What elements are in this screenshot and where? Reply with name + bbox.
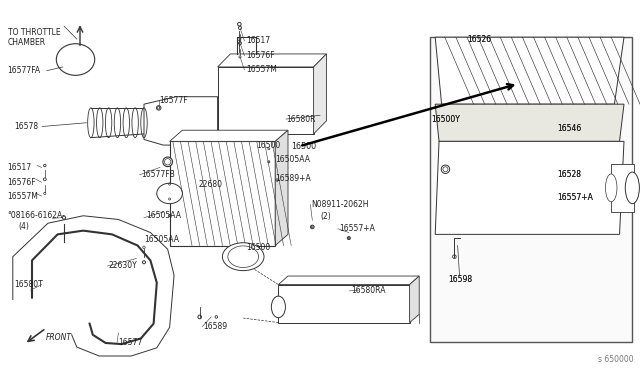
Text: 16546: 16546 <box>557 124 581 133</box>
Text: 16580RA: 16580RA <box>351 286 385 295</box>
Text: °08166-6162A-: °08166-6162A- <box>8 211 65 220</box>
Polygon shape <box>435 37 624 104</box>
Text: 16528: 16528 <box>557 170 581 179</box>
Text: 22630Y: 22630Y <box>109 262 138 270</box>
Text: 16578: 16578 <box>14 122 38 131</box>
Text: (4): (4) <box>18 222 29 231</box>
Polygon shape <box>218 67 314 134</box>
Text: 16589: 16589 <box>204 322 228 331</box>
Text: s 650000: s 650000 <box>598 355 634 364</box>
Ellipse shape <box>157 183 182 203</box>
Text: TO THROTTLE
CHAMBER: TO THROTTLE CHAMBER <box>8 28 60 47</box>
Text: 16500: 16500 <box>291 142 316 151</box>
Text: 16577FB: 16577FB <box>141 170 175 179</box>
Text: 16580T: 16580T <box>14 280 43 289</box>
Text: (2): (2) <box>320 212 331 221</box>
Polygon shape <box>278 276 419 285</box>
Text: 16500: 16500 <box>246 243 271 252</box>
Text: 16526: 16526 <box>467 35 492 44</box>
Text: 16500Y: 16500Y <box>431 115 460 124</box>
Ellipse shape <box>228 246 259 267</box>
Text: 16557M: 16557M <box>8 192 38 201</box>
Ellipse shape <box>223 243 264 271</box>
Text: 16505AA: 16505AA <box>146 211 181 220</box>
Polygon shape <box>278 285 410 323</box>
Text: 16577: 16577 <box>118 338 143 347</box>
Polygon shape <box>611 164 634 212</box>
Text: 16517: 16517 <box>8 163 32 172</box>
Ellipse shape <box>605 174 617 202</box>
Polygon shape <box>170 130 288 141</box>
Text: 16598: 16598 <box>448 275 472 283</box>
Bar <box>430 37 632 342</box>
Text: 16505AA: 16505AA <box>144 235 179 244</box>
Polygon shape <box>275 130 288 246</box>
Text: 16580R: 16580R <box>286 115 316 124</box>
Text: 16505AA: 16505AA <box>275 155 310 164</box>
Polygon shape <box>435 104 624 141</box>
Polygon shape <box>144 97 218 145</box>
Ellipse shape <box>625 172 639 203</box>
Text: 16577F: 16577F <box>159 96 188 105</box>
Text: 16526: 16526 <box>467 35 492 44</box>
Polygon shape <box>435 141 624 234</box>
Text: 22680: 22680 <box>198 180 223 189</box>
Text: 16598: 16598 <box>448 275 472 283</box>
Text: FRONT: FRONT <box>46 333 72 342</box>
Text: 16557+A: 16557+A <box>557 193 593 202</box>
Text: 16500: 16500 <box>256 141 280 150</box>
Text: 16517: 16517 <box>246 36 271 45</box>
Text: 16528: 16528 <box>557 170 581 179</box>
Text: N08911-2062H: N08911-2062H <box>312 200 369 209</box>
Polygon shape <box>410 276 419 323</box>
Text: 16576F: 16576F <box>246 51 275 60</box>
Circle shape <box>163 157 173 167</box>
Text: 16589+A: 16589+A <box>275 174 311 183</box>
Text: 16577FA: 16577FA <box>8 66 41 75</box>
Circle shape <box>311 226 314 228</box>
Text: 16576F: 16576F <box>8 178 36 187</box>
Text: 16557M: 16557M <box>246 65 277 74</box>
Text: 16557+A: 16557+A <box>339 224 375 233</box>
Text: 16557+A: 16557+A <box>557 193 593 202</box>
Ellipse shape <box>271 296 285 318</box>
Text: 16500Y: 16500Y <box>431 115 460 124</box>
Polygon shape <box>170 141 275 246</box>
Polygon shape <box>218 54 326 67</box>
Polygon shape <box>314 54 326 134</box>
Text: 16546: 16546 <box>557 124 581 133</box>
